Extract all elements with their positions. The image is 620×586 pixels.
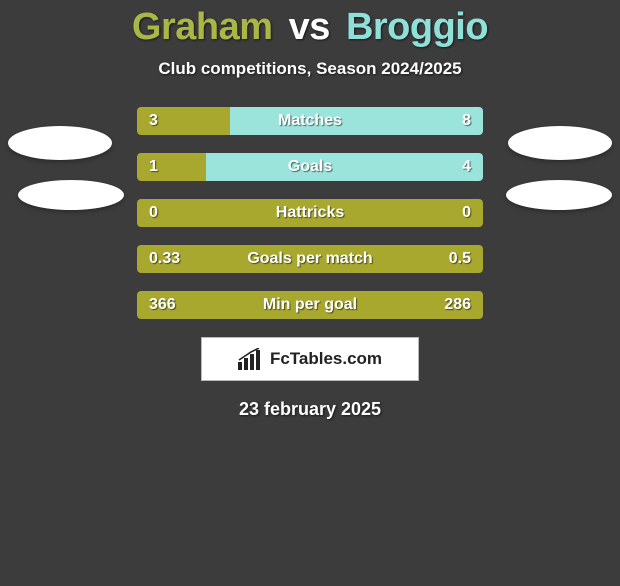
stat-left-value: 3 (149, 112, 158, 130)
stat-right-value: 4 (462, 158, 471, 176)
stat-label: Hattricks (276, 204, 344, 222)
stat-left-value: 0.33 (149, 250, 180, 268)
stat-label: Goals (288, 158, 332, 176)
stat-label: Goals per match (247, 250, 372, 268)
stat-right-fill (206, 153, 483, 181)
subtitle: Club competitions, Season 2024/2025 (0, 59, 620, 79)
brand-box[interactable]: FcTables.com (201, 337, 419, 381)
stat-right-value: 0.5 (449, 250, 471, 268)
brand-text: FcTables.com (270, 349, 382, 369)
stat-row-mpg: 366 Min per goal 286 (137, 291, 483, 319)
player2-badge-1 (508, 126, 612, 160)
stat-row-matches: 3 Matches 8 (137, 107, 483, 135)
stat-right-value: 286 (444, 296, 471, 314)
stat-row-gpm: 0.33 Goals per match 0.5 (137, 245, 483, 273)
bar-chart-icon (238, 348, 264, 370)
stat-right-value: 8 (462, 112, 471, 130)
stat-left-value: 366 (149, 296, 176, 314)
stat-row-goals: 1 Goals 4 (137, 153, 483, 181)
stat-left-fill (137, 153, 206, 181)
stat-left-value: 1 (149, 158, 158, 176)
stat-label: Matches (278, 112, 342, 130)
stat-label: Min per goal (263, 296, 357, 314)
vs-text: vs (289, 6, 330, 48)
player1-badge-2 (18, 180, 124, 210)
player2-badge-2 (506, 180, 612, 210)
stat-row-hattricks: 0 Hattricks 0 (137, 199, 483, 227)
date-text: 23 february 2025 (0, 399, 620, 420)
stat-bars: 3 Matches 8 1 Goals 4 0 Hattricks 0 0.33… (137, 107, 483, 319)
stat-left-value: 0 (149, 204, 158, 222)
stat-right-fill (230, 107, 483, 135)
player1-name: Graham (132, 6, 273, 48)
player1-badge-1 (8, 126, 112, 160)
stat-right-value: 0 (462, 204, 471, 222)
page-title: Graham vs Broggio (0, 6, 620, 49)
player2-name: Broggio (346, 6, 488, 48)
